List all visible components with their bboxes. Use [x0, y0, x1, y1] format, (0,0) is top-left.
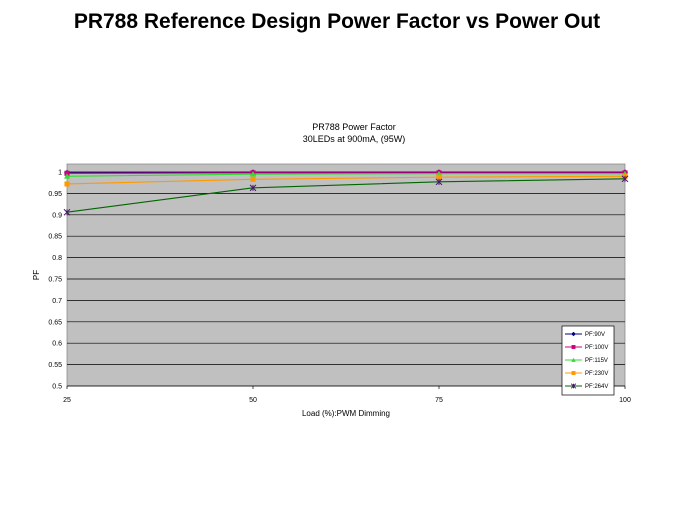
legend-label: PF:90V	[585, 332, 605, 338]
data-point	[64, 173, 70, 179]
data-point	[570, 383, 577, 389]
data-point	[435, 178, 443, 186]
legend-item: PF:90V	[565, 331, 605, 338]
legend-item: PF:100V	[565, 345, 608, 351]
x-tick-label: 25	[63, 397, 71, 404]
y-tick-label: 0.5	[52, 384, 62, 391]
y-tick-label: 0.7	[52, 298, 62, 305]
chart-title: PR788 Power Factor	[312, 122, 396, 132]
x-tick-label: 100	[619, 397, 631, 404]
y-tick-label: 0.9	[52, 212, 62, 219]
data-point	[64, 181, 70, 187]
legend-label: PF:230V	[585, 371, 608, 377]
y-tick-label: 0.55	[48, 362, 62, 369]
x-axis-label: Load (%):PWM Dimming	[302, 409, 390, 418]
series-line	[66, 178, 626, 213]
y-tick-label: 1	[58, 170, 62, 177]
x-axis-ticks: 25 50 75 100	[63, 386, 631, 404]
data-point	[621, 175, 629, 183]
slide-title: PR788 Reference Design Power Factor vs P…	[73, 10, 601, 33]
plot-area	[66, 163, 626, 387]
legend-item: PF:264V	[565, 383, 608, 390]
legend-item: PF:230V	[565, 371, 608, 377]
y-tick-label: 0.65	[48, 319, 62, 326]
y-tick-label: 0.6	[52, 341, 62, 348]
y-axis-label: PF	[32, 270, 41, 280]
data-point	[571, 357, 576, 362]
x-tick-label: 75	[435, 397, 443, 404]
data-point	[250, 176, 256, 182]
data-point	[436, 174, 442, 180]
legend-item: PF:115V	[565, 357, 608, 364]
chart-subtitle: 30LEDs at 900mA, (95W)	[303, 134, 406, 144]
y-tick-label: 0.95	[48, 191, 62, 198]
data-point	[249, 184, 257, 192]
data-point	[571, 345, 576, 349]
y-tick-label: 0.8	[52, 255, 62, 262]
series-line	[66, 175, 626, 185]
legend: PF:90V PF:100V PF:115V PF:230V PF:264V	[561, 325, 615, 396]
y-axis-ticks: 0.5 0.55 0.6 0.65 0.7 0.75 0.8 0.85 0.9 0.95 1	[48, 170, 62, 391]
series-line	[66, 173, 625, 177]
data-point	[571, 371, 576, 375]
legend-label: PF:115V	[585, 358, 608, 364]
data-point	[63, 208, 71, 216]
y-tick-label: 0.75	[48, 277, 62, 284]
legend-label: PF:100V	[585, 345, 608, 351]
data-point	[571, 331, 576, 337]
series-group	[63, 169, 629, 216]
legend-label: PF:264V	[585, 384, 608, 390]
series-pf-264v	[63, 175, 629, 216]
y-tick-label: 0.85	[48, 234, 62, 241]
x-tick-label: 50	[249, 397, 257, 404]
data-point	[250, 171, 256, 177]
